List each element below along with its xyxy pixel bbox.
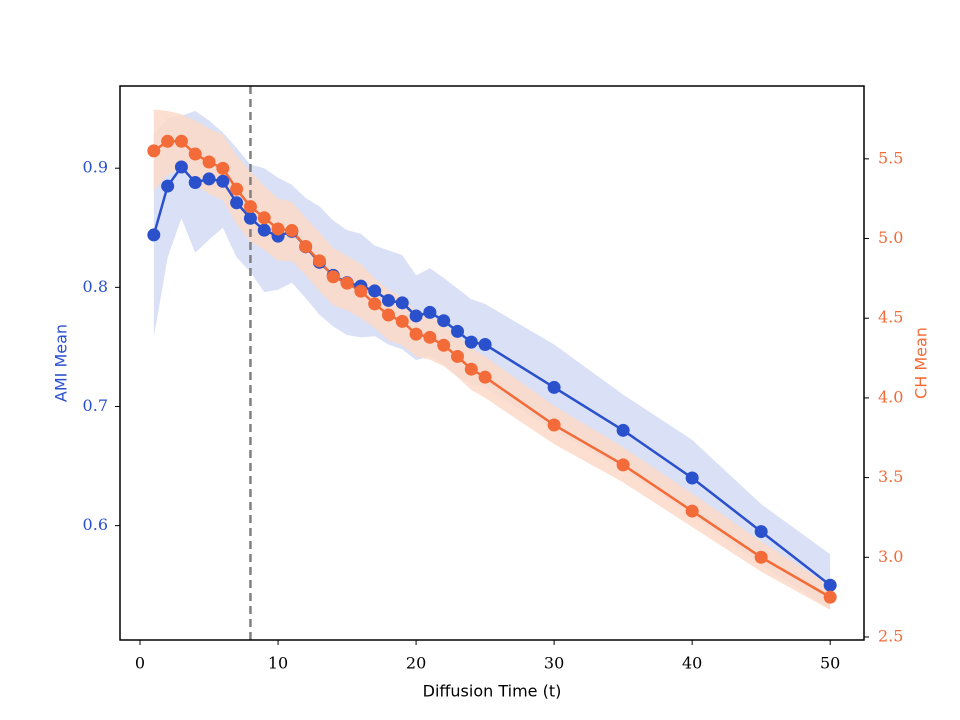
data-point [381, 308, 395, 322]
data-point [450, 349, 464, 363]
data-point [326, 270, 340, 284]
data-point [285, 224, 299, 238]
data-point [478, 338, 492, 352]
data-point [547, 418, 561, 432]
y-tick-label: 0.7 [83, 396, 108, 415]
y2-tick-label: 4.5 [878, 308, 903, 327]
data-point [216, 161, 230, 175]
data-point [299, 239, 313, 253]
data-point [340, 276, 354, 290]
data-point [547, 380, 561, 394]
y2-tick-label: 3.5 [878, 467, 903, 486]
data-point [478, 370, 492, 384]
data-point [423, 305, 437, 319]
x-tick-label: 20 [406, 654, 426, 673]
data-point [161, 134, 175, 148]
data-point [409, 327, 423, 341]
data-point [147, 144, 161, 158]
data-point [685, 471, 699, 485]
data-point [616, 458, 630, 472]
data-point [147, 228, 161, 242]
x-tick-label: 0 [135, 654, 145, 673]
data-point [174, 160, 188, 174]
data-point [257, 223, 271, 237]
data-point [464, 362, 478, 376]
data-point [381, 293, 395, 307]
y2-tick-label: 5.0 [878, 228, 903, 247]
data-point [188, 147, 202, 161]
data-point [368, 284, 382, 298]
y-axis-label: AMI Mean [52, 324, 71, 402]
data-point [368, 297, 382, 311]
data-point [271, 222, 285, 236]
data-point [437, 314, 451, 328]
data-point [312, 254, 326, 268]
data-point [409, 309, 423, 323]
data-point [230, 196, 244, 210]
data-point [754, 525, 768, 539]
plot-frame [119, 85, 865, 641]
y2-tick-label: 5.5 [878, 148, 903, 167]
data-point [685, 504, 699, 518]
data-point [257, 211, 271, 225]
data-point [243, 200, 257, 214]
std-band [153, 109, 831, 610]
x-tick-label: 30 [544, 654, 564, 673]
x-tick-label: 40 [682, 654, 702, 673]
data-point [754, 550, 768, 564]
data-point [450, 324, 464, 338]
data-point [216, 174, 230, 188]
y2-axis-label: CH Mean [912, 327, 931, 399]
data-point [395, 314, 409, 328]
data-point [823, 578, 837, 592]
y-tick-label: 0.6 [83, 515, 108, 534]
y2-tick-label: 3.0 [878, 547, 903, 566]
x-axis-label: Diffusion Time (t) [423, 682, 562, 701]
y-tick-label: 0.8 [83, 277, 108, 296]
data-point [161, 179, 175, 193]
data-point [423, 330, 437, 344]
data-point [395, 296, 409, 310]
data-point [174, 134, 188, 148]
data-point [437, 338, 451, 352]
data-point [188, 176, 202, 190]
data-point [823, 590, 837, 604]
x-tick-label: 10 [268, 654, 288, 673]
data-point [616, 423, 630, 437]
data-point [354, 284, 368, 298]
data-point [243, 211, 257, 225]
y2-tick-label: 2.5 [878, 626, 903, 645]
y2-tick-label: 4.0 [878, 387, 903, 406]
data-point [464, 335, 478, 349]
x-tick-label: 50 [820, 654, 840, 673]
data-point [202, 172, 216, 186]
y-tick-label: 0.9 [83, 158, 108, 177]
data-point [230, 182, 244, 196]
data-point [202, 155, 216, 169]
